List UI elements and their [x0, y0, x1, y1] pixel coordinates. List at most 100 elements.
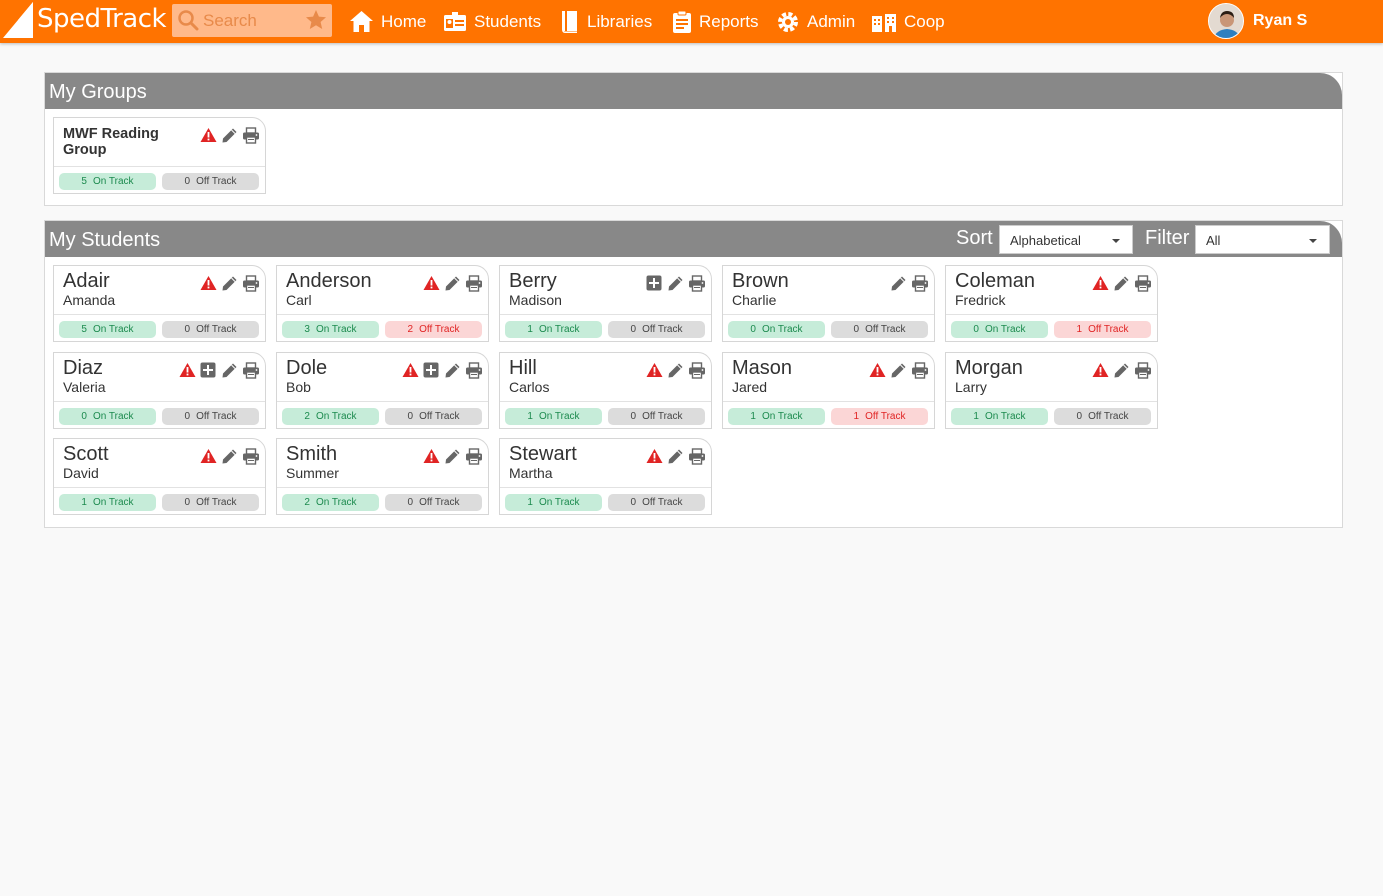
off-track-label: Off Track: [642, 411, 683, 422]
student-card[interactable]: Brown Charlie 0 On Track 0 Off Track: [722, 265, 935, 342]
my-students-panel: My Students Sort Alphabetical Filter All…: [44, 220, 1343, 528]
plus-icon[interactable]: [646, 275, 663, 292]
on-track-label: On Track: [92, 411, 134, 422]
print-icon[interactable]: [465, 362, 482, 379]
student-card-header: Diaz Valeria: [54, 353, 265, 402]
student-card[interactable]: Mason Jared 1 On Track 1 Off Track: [722, 352, 935, 429]
edit-icon[interactable]: [667, 275, 684, 292]
edit-icon[interactable]: [221, 127, 238, 144]
edit-icon[interactable]: [221, 275, 238, 292]
student-card-actions: [402, 362, 482, 379]
student-last-name: Mason: [732, 357, 793, 379]
student-card[interactable]: Berry Madison 1 On Track 0 Off Track: [499, 265, 712, 342]
student-first-name: Carl: [286, 292, 312, 308]
off-track-label: Off Track: [865, 324, 906, 335]
student-card[interactable]: Diaz Valeria 0 On Track 0 Off Track: [53, 352, 266, 429]
student-card[interactable]: Stewart Martha 1 On Track 0 Off Track: [499, 438, 712, 515]
edit-icon[interactable]: [221, 362, 238, 379]
warning-icon: [423, 275, 440, 292]
nav-students[interactable]: Students: [443, 0, 541, 43]
student-card[interactable]: Scott David 1 On Track 0 Off Track: [53, 438, 266, 515]
spedtrack-logo[interactable]: SpedTrack: [0, 0, 167, 43]
student-card[interactable]: Adair Amanda 5 On Track 0 Off Track: [53, 265, 266, 342]
sort-select[interactable]: Alphabetical: [999, 225, 1133, 254]
off-track-label: Off Track: [419, 324, 460, 335]
off-track-badge: 0 Off Track: [162, 494, 259, 511]
on-track-badge: 5 On Track: [59, 173, 156, 190]
on-track-count: 0: [973, 324, 979, 335]
warning-icon: [646, 448, 663, 465]
on-track-count: 1: [973, 411, 979, 422]
nav-reports[interactable]: Reports: [672, 0, 759, 43]
edit-icon[interactable]: [667, 362, 684, 379]
on-track-count: 1: [527, 497, 533, 508]
student-card[interactable]: Hill Carlos 1 On Track 0 Off Track: [499, 352, 712, 429]
star-icon[interactable]: [304, 8, 328, 32]
search-icon: [178, 10, 199, 31]
nav-home[interactable]: Home: [349, 0, 426, 43]
edit-icon[interactable]: [1113, 275, 1130, 292]
student-first-name: Valeria: [63, 379, 106, 395]
on-track-label: On Track: [315, 411, 357, 422]
on-track-count: 5: [81, 324, 87, 335]
chevron-down-icon: [1112, 239, 1120, 243]
off-track-label: Off Track: [196, 497, 237, 508]
off-track-count: 0: [184, 497, 191, 508]
group-card[interactable]: MWF Reading Group 5 On Track 0 Off Track: [53, 117, 266, 194]
print-icon[interactable]: [465, 275, 482, 292]
print-icon[interactable]: [688, 448, 705, 465]
student-first-name: Fredrick: [955, 292, 1006, 308]
student-card[interactable]: Anderson Carl 3 On Track 2 Off Track: [276, 265, 489, 342]
edit-icon[interactable]: [890, 275, 907, 292]
print-icon[interactable]: [1134, 362, 1151, 379]
edit-icon[interactable]: [444, 448, 461, 465]
student-card-header: Hill Carlos: [500, 353, 711, 402]
print-icon[interactable]: [911, 362, 928, 379]
plus-icon[interactable]: [200, 362, 217, 379]
student-card-actions: [890, 275, 928, 292]
plus-icon[interactable]: [423, 362, 440, 379]
print-icon[interactable]: [242, 362, 259, 379]
print-icon[interactable]: [911, 275, 928, 292]
student-card[interactable]: Coleman Fredrick 0 On Track 1 Off Track: [945, 265, 1158, 342]
nav-coop[interactable]: Coop: [871, 0, 945, 43]
warning-icon: [200, 275, 217, 292]
print-icon[interactable]: [242, 448, 259, 465]
student-first-name: Carlos: [509, 379, 550, 395]
print-icon[interactable]: [242, 275, 259, 292]
on-track-badge: 1 On Track: [505, 321, 602, 338]
on-track-badge: 2 On Track: [282, 494, 379, 511]
on-track-badge: 0 On Track: [728, 321, 825, 338]
edit-icon[interactable]: [667, 448, 684, 465]
filter-select[interactable]: All: [1195, 225, 1330, 254]
print-icon[interactable]: [465, 448, 482, 465]
sail-logo-icon: [3, 2, 33, 38]
on-track-count: 1: [81, 497, 87, 508]
print-icon[interactable]: [688, 275, 705, 292]
user-menu[interactable]: Ryan S: [1208, 2, 1307, 40]
search-box[interactable]: Search: [172, 4, 332, 37]
off-track-badge: 2 Off Track: [385, 321, 482, 338]
edit-icon[interactable]: [1113, 362, 1130, 379]
edit-icon[interactable]: [890, 362, 907, 379]
warning-icon: [179, 362, 196, 379]
off-track-badge: 0 Off Track: [385, 408, 482, 425]
nav-admin[interactable]: Admin: [776, 0, 855, 43]
student-card[interactable]: Smith Summer 2 On Track 0 Off Track: [276, 438, 489, 515]
off-track-count: 2: [407, 324, 414, 335]
edit-icon[interactable]: [444, 275, 461, 292]
student-card[interactable]: Morgan Larry 1 On Track 0 Off Track: [945, 352, 1158, 429]
edit-icon[interactable]: [444, 362, 461, 379]
student-card-status: 1 On Track 0 Off Track: [946, 402, 1157, 428]
print-icon[interactable]: [688, 362, 705, 379]
print-icon[interactable]: [1134, 275, 1151, 292]
edit-icon[interactable]: [221, 448, 238, 465]
print-icon[interactable]: [242, 127, 259, 144]
student-card[interactable]: Dole Bob 2 On Track 0 Off Track: [276, 352, 489, 429]
off-track-badge: 1 Off Track: [831, 408, 928, 425]
my-students-header: My Students Sort Alphabetical Filter All: [45, 221, 1342, 257]
search-input[interactable]: Search: [203, 11, 257, 30]
student-card-header: Stewart Martha: [500, 439, 711, 488]
off-track-badge: 1 Off Track: [1054, 321, 1151, 338]
nav-libraries[interactable]: Libraries: [559, 0, 652, 43]
